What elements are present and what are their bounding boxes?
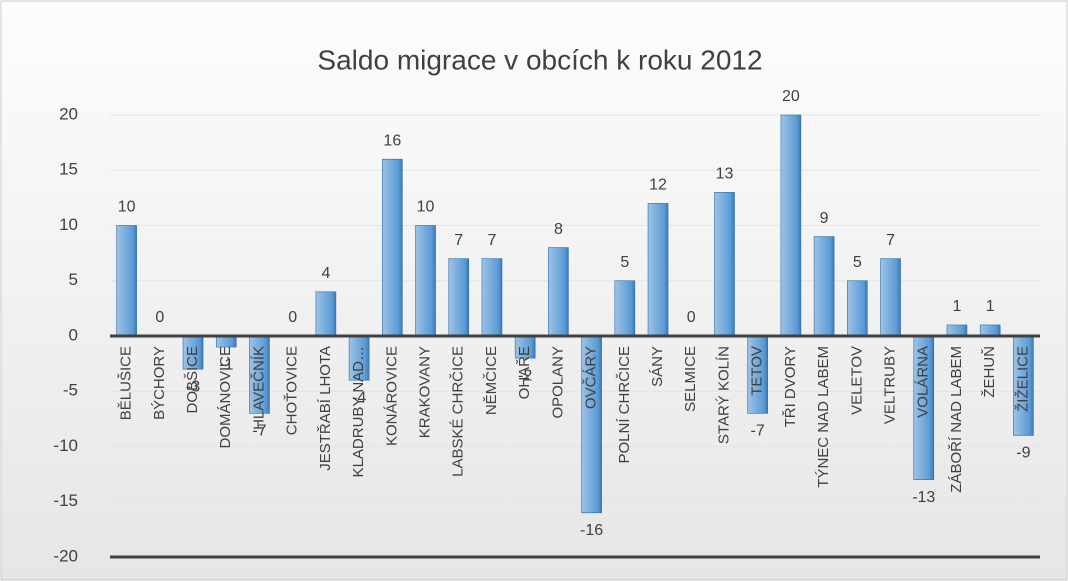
x-tick-label: ŽEHUŇ [981, 346, 998, 398]
x-tick-label: VELTRUBY [882, 346, 899, 424]
data-label: 9 [820, 210, 829, 227]
chart-title: Saldo migrace v obcích k roku 2012 [317, 44, 762, 75]
bar [714, 192, 735, 337]
x-tick-label: TETOV [749, 346, 766, 396]
bar [979, 324, 1001, 337]
data-label: -3 [186, 378, 200, 395]
data-label: -4 [352, 389, 366, 406]
data-label: 0 [288, 309, 297, 326]
x-tick-label: SÁNY [649, 346, 666, 387]
x-tick-label: VELETOV [848, 346, 865, 415]
x-tick-label: KLADRUBY NAD… [350, 346, 367, 477]
bar [415, 225, 436, 337]
x-tick-label: DOMÁNOVICE [217, 346, 234, 449]
bar [880, 258, 901, 337]
bar [448, 258, 470, 337]
y-tick-label: 5 [69, 270, 78, 289]
data-label: -7 [252, 423, 266, 440]
x-tick-label: VOLÁRNA [915, 346, 932, 418]
data-label: 0 [687, 309, 696, 326]
x-tick-label: DOBŠICE [184, 346, 201, 414]
x-tick-label: ZÁBOŘÍ NAD LABEM [948, 346, 965, 493]
x-tick-label: HLAVEČNÍK [250, 346, 267, 430]
y-tick-label: -15 [53, 491, 78, 510]
data-label: -2 [518, 367, 532, 384]
data-label: 0 [155, 309, 164, 326]
x-tick-label: KONÁROVICE [383, 346, 400, 446]
data-label: -7 [751, 423, 765, 440]
data-label: -9 [1016, 445, 1030, 462]
x-tick-label: KRAKOVANY [417, 346, 434, 438]
data-label: 1 [953, 298, 962, 315]
x-tick-label: LABSKÉ CHRČICE [450, 346, 467, 477]
bar [647, 203, 669, 337]
data-label: 7 [488, 232, 497, 249]
x-tick-label: NĚMČICE [483, 346, 500, 415]
bar [315, 291, 337, 337]
data-label: 16 [383, 132, 401, 149]
x-tick-label: BĚLUŠICE [118, 346, 135, 420]
data-label: 7 [886, 232, 895, 249]
bar [813, 236, 835, 337]
x-tick-label: JESTŘABÍ LHOTA [317, 346, 334, 471]
y-tick-label: -10 [53, 436, 78, 455]
y-tick-label: 15 [59, 160, 78, 179]
data-label: -16 [580, 522, 603, 539]
x-tick-label: SELMICE [682, 346, 699, 412]
x-tick-label: STARÝ KOLÍN [715, 346, 732, 444]
y-tick-label: -20 [53, 546, 78, 565]
x-tick-label: OVČÁRY [583, 346, 600, 409]
data-label: 7 [454, 232, 463, 249]
bar [946, 324, 968, 337]
bar [116, 225, 137, 337]
y-tick-label: 10 [59, 215, 78, 234]
x-tick-label: TŘI DVORY [782, 346, 799, 427]
data-label: 20 [782, 88, 800, 105]
bar [847, 280, 868, 337]
data-label: 5 [853, 254, 862, 271]
data-label: 10 [118, 199, 136, 216]
data-label: 10 [417, 199, 435, 216]
x-tick-label: OPOLANY [549, 346, 566, 419]
data-label: 8 [554, 221, 563, 238]
x-tick-label: TÝNEC NAD LABEM [815, 346, 832, 488]
data-label: 1 [986, 298, 995, 315]
bar [780, 114, 802, 337]
y-tick-label: 0 [69, 325, 78, 344]
bar [481, 258, 503, 337]
y-tick-label: 20 [59, 104, 78, 123]
x-tick-label: POLNÍ CHRČICE [616, 346, 633, 464]
x-tick-label: CHOŤOVICE [284, 346, 301, 435]
data-label: 4 [321, 265, 330, 282]
bar [382, 158, 403, 337]
x-tick-label: ŽIŽELICE [1014, 346, 1031, 412]
bar [215, 335, 237, 348]
data-label: 13 [716, 166, 734, 183]
bar [614, 280, 636, 337]
data-label: -1 [219, 356, 233, 373]
y-tick-label: -5 [63, 381, 78, 400]
x-tick-label: OHAŘE [516, 346, 533, 399]
data-label: 12 [649, 177, 667, 194]
data-label: 5 [620, 254, 629, 271]
data-label: -13 [912, 489, 935, 506]
x-tick-label: BÝCHORY [151, 346, 168, 420]
bar [548, 247, 569, 337]
